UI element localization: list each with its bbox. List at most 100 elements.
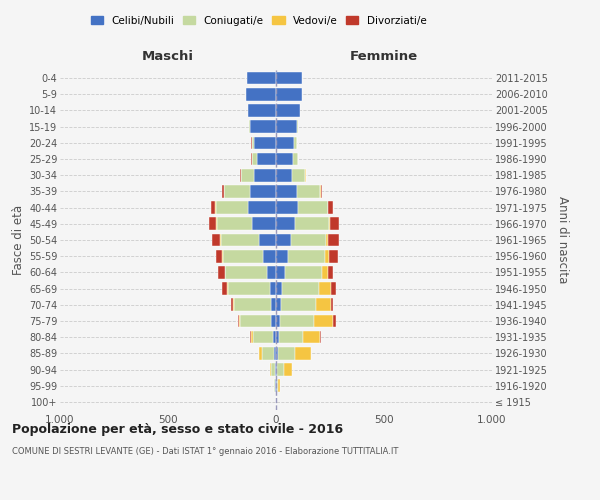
Bar xyxy=(331,282,337,295)
Bar xyxy=(212,234,220,246)
Bar xyxy=(276,282,283,295)
Bar xyxy=(320,331,322,344)
Text: Maschi: Maschi xyxy=(142,50,194,62)
Bar xyxy=(220,234,221,246)
Bar xyxy=(278,347,295,360)
Bar xyxy=(239,314,241,328)
Bar xyxy=(328,202,333,214)
Bar xyxy=(252,136,254,149)
Bar xyxy=(275,380,276,392)
Bar xyxy=(276,136,295,149)
Bar xyxy=(238,314,239,328)
Bar xyxy=(295,347,311,360)
Bar xyxy=(224,266,225,278)
Bar xyxy=(326,234,328,246)
Bar xyxy=(298,202,328,214)
Bar xyxy=(259,347,262,360)
Bar xyxy=(329,250,338,262)
Legend: Celibi/Nubili, Coniugati/e, Vedovi/e, Divorziati/e: Celibi/Nubili, Coniugati/e, Vedovi/e, Di… xyxy=(91,16,427,26)
Bar xyxy=(276,234,291,246)
Bar xyxy=(328,234,338,246)
Bar xyxy=(280,314,314,328)
Bar xyxy=(276,331,279,344)
Bar xyxy=(250,331,251,344)
Bar xyxy=(271,298,276,311)
Bar xyxy=(227,282,229,295)
Bar xyxy=(273,331,276,344)
Bar xyxy=(276,152,293,166)
Bar xyxy=(216,250,223,262)
Bar xyxy=(269,282,276,295)
Bar xyxy=(241,314,271,328)
Bar xyxy=(230,298,233,311)
Bar xyxy=(215,202,248,214)
Bar xyxy=(263,250,276,262)
Bar xyxy=(222,282,227,295)
Y-axis label: Anni di nascita: Anni di nascita xyxy=(556,196,569,284)
Bar xyxy=(252,218,276,230)
Bar xyxy=(248,202,276,214)
Bar xyxy=(296,185,320,198)
Bar xyxy=(221,185,224,198)
Bar xyxy=(279,331,303,344)
Bar xyxy=(229,282,269,295)
Bar xyxy=(233,298,234,311)
Bar xyxy=(277,363,284,376)
Bar xyxy=(248,104,276,117)
Bar xyxy=(276,298,281,311)
Bar xyxy=(321,185,322,198)
Bar xyxy=(284,363,292,376)
Bar xyxy=(216,218,217,230)
Bar xyxy=(224,185,250,198)
Bar xyxy=(268,266,276,278)
Bar xyxy=(276,88,302,101)
Bar xyxy=(269,363,271,376)
Bar xyxy=(246,88,276,101)
Bar xyxy=(259,234,276,246)
Bar xyxy=(295,218,329,230)
Y-axis label: Fasce di età: Fasce di età xyxy=(11,205,25,275)
Bar xyxy=(325,250,329,262)
Bar xyxy=(276,314,280,328)
Bar xyxy=(314,314,333,328)
Bar xyxy=(276,185,296,198)
Bar xyxy=(292,169,305,181)
Bar xyxy=(241,169,254,181)
Bar xyxy=(250,185,276,198)
Bar xyxy=(257,152,276,166)
Bar xyxy=(281,298,316,311)
Bar xyxy=(274,347,276,360)
Bar xyxy=(319,282,331,295)
Bar xyxy=(249,120,250,133)
Bar xyxy=(271,363,275,376)
Bar xyxy=(276,250,288,262)
Bar xyxy=(262,347,274,360)
Text: Popolazione per età, sesso e stato civile - 2016: Popolazione per età, sesso e stato civil… xyxy=(12,422,343,436)
Text: Femmine: Femmine xyxy=(350,50,418,62)
Bar xyxy=(275,363,276,376)
Bar xyxy=(316,298,331,311)
Bar xyxy=(276,120,296,133)
Bar xyxy=(331,298,333,311)
Bar xyxy=(253,331,273,344)
Bar xyxy=(333,314,337,328)
Bar xyxy=(250,120,276,133)
Bar xyxy=(225,266,268,278)
Bar xyxy=(277,380,278,392)
Bar xyxy=(251,331,253,344)
Bar xyxy=(291,234,326,246)
Bar xyxy=(209,218,216,230)
Bar xyxy=(296,120,298,133)
Bar xyxy=(252,152,257,166)
Bar xyxy=(288,250,325,262)
Bar xyxy=(329,218,330,230)
Bar xyxy=(221,234,259,246)
Text: COMUNE DI SESTRI LEVANTE (GE) - Dati ISTAT 1° gennaio 2016 - Elaborazione TUTTIT: COMUNE DI SESTRI LEVANTE (GE) - Dati IST… xyxy=(12,448,398,456)
Bar xyxy=(276,380,277,392)
Bar xyxy=(218,266,224,278)
Bar xyxy=(303,331,320,344)
Bar xyxy=(293,152,298,166)
Bar xyxy=(234,298,271,311)
Bar xyxy=(271,314,276,328)
Bar xyxy=(328,266,333,278)
